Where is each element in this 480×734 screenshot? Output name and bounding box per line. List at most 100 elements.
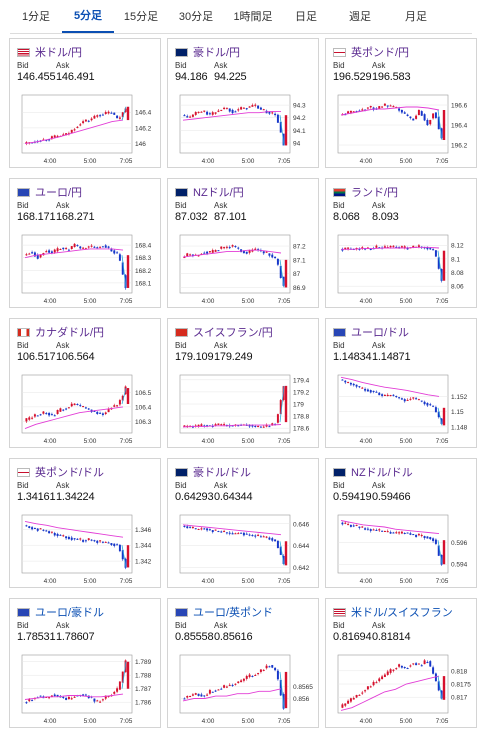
x-tick-label: 4:00 bbox=[360, 578, 373, 585]
rate-card[interactable]: ユーロ/円 Bid Ask 168.171 168.271 168.4 168.3 168.2… bbox=[9, 178, 161, 308]
candle-body bbox=[282, 276, 285, 286]
tab-7[interactable]: 週足 bbox=[349, 11, 371, 23]
rate-card[interactable]: NZドル/ドル Bid Ask 0.59419 0.59466 0.596 0.594 4:0… bbox=[325, 458, 477, 588]
tab-5[interactable]: 1時間足 bbox=[233, 11, 273, 23]
candle-body bbox=[386, 247, 389, 249]
rate-card[interactable]: 米ドル/円 Bid Ask 146.455 146.491 146.4 146.2 146 4:… bbox=[9, 38, 161, 168]
candle-body bbox=[107, 409, 110, 413]
candle-body bbox=[398, 532, 401, 534]
bid-value: 196.529 bbox=[333, 71, 372, 83]
rate-card[interactable]: 米ドル/スイスフラン Bid Ask 0.81694 0.81814 0.818 0.817… bbox=[325, 598, 477, 728]
tab-3[interactable]: 15分足 bbox=[123, 11, 159, 23]
currency-pair-link[interactable]: 米ドル/円 bbox=[17, 45, 82, 59]
candle-body bbox=[53, 533, 56, 536]
y-tick-label: 178.8 bbox=[293, 414, 310, 421]
tab-6[interactable]: 日足 bbox=[295, 11, 317, 23]
currency-pair-link[interactable]: 英ポンド/円 bbox=[333, 45, 409, 59]
candle-body bbox=[248, 250, 251, 253]
candle-body bbox=[378, 106, 381, 109]
currency-pair-link[interactable]: ユーロ/ドル bbox=[333, 325, 409, 339]
rate-card[interactable]: NZドル/円 Bid Ask 87.032 87.101 87.2 87.1 87 86.9 4:… bbox=[167, 178, 319, 308]
bid-value: 146.455 bbox=[17, 71, 56, 83]
rate-card[interactable]: カナダドル/円 Bid Ask 106.517 106.564 106.5 106.4 106… bbox=[9, 318, 161, 448]
currency-pair-link[interactable]: ユーロ/円 bbox=[17, 185, 82, 199]
candle-body bbox=[101, 541, 104, 543]
currency-pair-link[interactable]: ランド/円 bbox=[333, 185, 398, 199]
rate-card[interactable]: ユーロ/豪ドル Bid Ask 1.78531 1.78607 1.789 1.788 1.7… bbox=[9, 598, 161, 728]
candle-body bbox=[189, 254, 192, 256]
rate-card[interactable]: ユーロ/ドル Bid Ask 1.14834 1.14871 1.152 1.15 1.148… bbox=[325, 318, 477, 448]
candle-body bbox=[254, 248, 257, 250]
bid-value: 0.59419 bbox=[333, 491, 372, 503]
candle-body bbox=[225, 246, 228, 248]
candle-body bbox=[395, 106, 398, 108]
rate-card[interactable]: スイスフラン/円 Bid Ask 179.109 179.249 179.4 179.2 17… bbox=[167, 318, 319, 448]
y-tick-label: 168.4 bbox=[135, 243, 152, 250]
candle-body bbox=[282, 555, 285, 564]
ask-value: 8.093 bbox=[372, 211, 399, 223]
candle-body bbox=[375, 245, 378, 248]
candle-body bbox=[341, 704, 344, 708]
candle-body bbox=[73, 243, 76, 248]
candle-body bbox=[248, 674, 251, 678]
candle-body bbox=[39, 528, 42, 530]
signal-line bbox=[279, 259, 285, 288]
rate-card[interactable]: ユーロ/英ポンド Bid Ask 0.85558 0.85616 0.8565 0.856 4… bbox=[167, 598, 319, 728]
moving-average-line bbox=[24, 693, 124, 700]
candle-body bbox=[437, 116, 440, 130]
currency-pair-link[interactable]: ユーロ/英ポンド bbox=[175, 605, 273, 619]
currency-pair-link[interactable]: 米ドル/スイスフラン bbox=[333, 605, 453, 619]
rate-card[interactable]: 豪ドル/円 Bid Ask 94.186 94.225 94.3 94.2 94.1 94 4:0… bbox=[167, 38, 319, 168]
currency-pair-link[interactable]: 豪ドル/円 bbox=[175, 45, 240, 59]
candle-body bbox=[73, 538, 76, 540]
tab-8[interactable]: 月足 bbox=[405, 11, 427, 23]
candle-body bbox=[65, 408, 68, 410]
tab-1[interactable]: 1分足 bbox=[21, 11, 51, 23]
rate-card[interactable]: 英ポンド/円 Bid Ask 196.529 196.583 196.6 196.4 196.… bbox=[325, 38, 477, 168]
currency-pair-link[interactable]: カナダドル/円 bbox=[17, 325, 104, 339]
candle-body bbox=[268, 666, 271, 668]
candle-body bbox=[352, 111, 355, 113]
rate-card[interactable]: 英ポンド/ドル Bid Ask 1.34161 1.34224 1.346 1.344 1.3… bbox=[9, 458, 161, 588]
gb-us-flag-icon bbox=[17, 467, 30, 477]
tab-2[interactable]: 5分足 bbox=[62, 0, 114, 34]
candle-body bbox=[101, 246, 104, 248]
candle-body bbox=[398, 108, 401, 111]
candle-body bbox=[70, 537, 73, 540]
currency-pair-link[interactable]: 豪ドル/ドル bbox=[175, 465, 251, 479]
currency-pair-link[interactable]: ユーロ/豪ドル bbox=[17, 605, 104, 619]
candle-body bbox=[62, 696, 65, 698]
tab-4[interactable]: 30分足 bbox=[178, 11, 214, 23]
rate-card[interactable]: ランド/円 Bid Ask 8.068 8.093 8.12 8.1 8.08 8.06 4:00… bbox=[325, 178, 477, 308]
x-tick-label: 4:00 bbox=[202, 298, 215, 305]
bid-label: Bid bbox=[17, 61, 29, 70]
candle-body bbox=[101, 114, 104, 116]
candle-body bbox=[437, 411, 440, 418]
candle-body bbox=[352, 697, 355, 700]
y-tick-label: 8.08 bbox=[451, 270, 464, 277]
ask-value: 179.249 bbox=[214, 351, 253, 363]
candle-body bbox=[245, 675, 248, 679]
candle-body bbox=[400, 110, 403, 113]
candle-body bbox=[279, 121, 282, 133]
candle-body bbox=[48, 531, 51, 534]
candle-body bbox=[265, 251, 268, 253]
moving-average-line bbox=[340, 520, 440, 535]
candle-body bbox=[225, 532, 228, 534]
currency-pair-name: ユーロ/ドル bbox=[351, 327, 410, 339]
signal-line bbox=[279, 671, 285, 709]
candle-body bbox=[347, 111, 350, 114]
currency-pair-link[interactable]: スイスフラン/円 bbox=[175, 325, 273, 339]
candle-body bbox=[45, 413, 48, 415]
currency-pair-link[interactable]: NZドル/ドル bbox=[333, 465, 413, 479]
candle-body bbox=[364, 528, 367, 530]
candle-body bbox=[42, 411, 45, 414]
candle-body bbox=[70, 246, 73, 250]
rate-card[interactable]: 豪ドル/ドル Bid Ask 0.64293 0.64344 0.646 0.644 0.64… bbox=[167, 458, 319, 588]
currency-pair-link[interactable]: 英ポンド/ドル bbox=[17, 465, 104, 479]
ask-value: 87.101 bbox=[214, 211, 247, 223]
candle-body bbox=[347, 381, 350, 383]
candle-body bbox=[99, 701, 102, 703]
candle-body bbox=[344, 114, 347, 116]
currency-pair-link[interactable]: NZドル/円 bbox=[175, 185, 244, 199]
